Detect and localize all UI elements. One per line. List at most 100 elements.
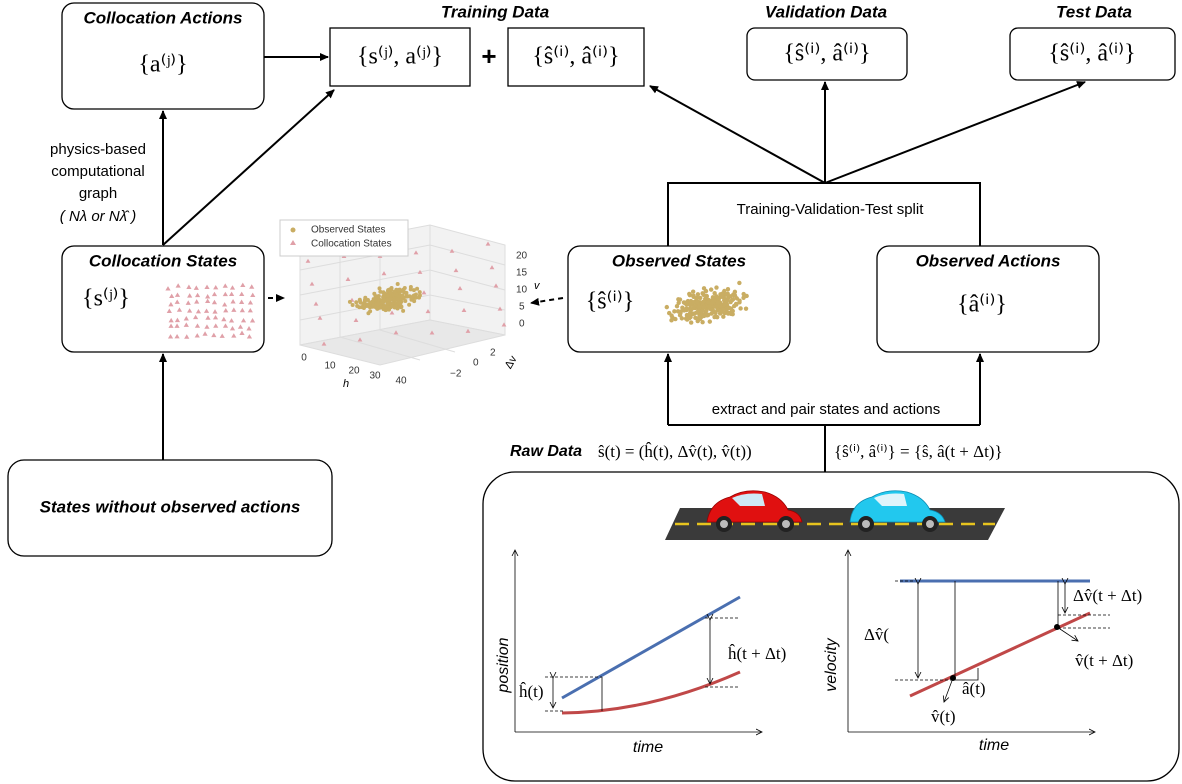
- annotation: â(t): [962, 679, 986, 698]
- dot: [404, 291, 408, 295]
- dot: [713, 311, 717, 315]
- dot: [403, 286, 407, 290]
- dot: [737, 281, 741, 285]
- box-title: Training Data: [441, 2, 549, 21]
- dot: [378, 306, 382, 310]
- dot: [414, 293, 418, 297]
- math: {ŝ⁽ⁱ⁾, â⁽ⁱ⁾}: [532, 44, 619, 70]
- dot: [687, 316, 691, 320]
- tick-label: 20: [516, 251, 528, 262]
- tick-label: 5: [519, 302, 525, 313]
- math: {ŝ⁽ⁱ⁾}: [586, 289, 634, 315]
- diagram: Collocation Actions {a⁽ʲ⁾} Training Data…: [0, 0, 1182, 784]
- box-title: Observed Actions: [916, 251, 1061, 270]
- legend-marker: [291, 228, 296, 233]
- dot: [721, 315, 725, 319]
- equation: ŝ(t) = (ĥ(t), Δv̂(t), v̂(t)): [598, 442, 752, 461]
- math: {â⁽ⁱ⁾}: [957, 292, 1007, 318]
- dot: [683, 301, 687, 305]
- dot: [401, 309, 405, 313]
- math: {ŝ⁽ⁱ⁾, â⁽ⁱ⁾}: [783, 41, 870, 67]
- dot: [667, 311, 671, 315]
- dot: [714, 285, 718, 289]
- raw-data-title: Raw Data: [510, 443, 582, 460]
- legend-label: Collocation States: [311, 239, 392, 250]
- dot: [372, 298, 376, 302]
- dot: [733, 293, 737, 297]
- tick-label: 0: [301, 353, 307, 364]
- math: {a⁽ʲ⁾}: [138, 52, 187, 78]
- dot: [389, 298, 393, 302]
- label: Training-Validation-Test split: [737, 201, 925, 218]
- axis-label: time: [979, 737, 1009, 754]
- dot: [673, 317, 677, 321]
- label: physics-based: [50, 141, 146, 158]
- tick-label: 2: [490, 348, 496, 359]
- dot: [409, 285, 413, 289]
- tick-label: −2: [450, 369, 462, 380]
- math: {s⁽ʲ⁾, a⁽ʲ⁾}: [357, 44, 443, 70]
- label: ( Nλ or Nλ̂ ): [60, 208, 136, 225]
- dot: [688, 293, 692, 297]
- dot: [684, 307, 688, 311]
- annotation: Δv̂(t + Δt): [1073, 586, 1142, 605]
- math: {ŝ⁽ⁱ⁾, â⁽ⁱ⁾}: [1048, 41, 1135, 67]
- dot: [701, 300, 705, 304]
- dot: [363, 297, 367, 301]
- annotation: ĥ(t + Δt): [728, 644, 786, 663]
- dot: [387, 308, 391, 312]
- dot: [393, 290, 397, 294]
- dot: [701, 293, 705, 297]
- box-title: Observed States: [612, 251, 746, 270]
- dot: [702, 286, 706, 290]
- dot: [706, 313, 710, 317]
- dot: [744, 306, 748, 310]
- dot: [716, 296, 720, 300]
- dot: [358, 299, 362, 303]
- math: {s⁽ʲ⁾}: [82, 286, 130, 312]
- box-title: Test Data: [1056, 2, 1132, 21]
- dot: [372, 292, 376, 296]
- dot: [678, 297, 682, 301]
- dot: [378, 286, 382, 290]
- annotation: v̂(t): [931, 707, 956, 726]
- dot: [679, 309, 683, 313]
- tick-label: 15: [516, 268, 528, 279]
- dot: [726, 287, 730, 291]
- dot: [396, 297, 400, 301]
- equation: {ŝ⁽ⁱ⁾, â⁽ⁱ⁾} = {ŝ, â(t + Δt)}: [834, 442, 1003, 461]
- tick-label: 10: [516, 285, 528, 296]
- axis-label: h: [343, 378, 349, 390]
- dot: [362, 306, 366, 310]
- dot: [691, 290, 695, 294]
- scatter-3d: Observed States Collocation States 20 15…: [280, 220, 541, 390]
- dot: [665, 305, 669, 309]
- annotation: Δv̂(: [864, 625, 889, 644]
- axis-label: Δv: [503, 353, 520, 371]
- legend-label: Observed States: [311, 225, 385, 236]
- dot: [348, 300, 352, 304]
- dot: [680, 316, 684, 320]
- dot: [734, 302, 738, 306]
- dot: [725, 297, 729, 301]
- arrow: [825, 82, 1085, 183]
- dot: [723, 302, 727, 306]
- dot: [409, 298, 413, 302]
- dot: [393, 305, 397, 309]
- axis-label: position: [495, 637, 512, 693]
- dot: [707, 300, 711, 304]
- label: extract and pair states and actions: [712, 401, 940, 418]
- box-title: Collocation States: [89, 251, 237, 270]
- label: graph: [79, 185, 117, 202]
- tick-label: 40: [395, 376, 407, 387]
- dot: [407, 303, 411, 307]
- axis-label: v: [534, 280, 541, 292]
- axis-label: time: [633, 739, 663, 756]
- annotation: v̂(t + Δt): [1075, 651, 1133, 670]
- dot: [737, 299, 741, 303]
- dot: [708, 319, 712, 323]
- dot: [412, 288, 416, 292]
- dot: [688, 312, 692, 316]
- dot: [400, 294, 404, 298]
- dot: [709, 287, 713, 291]
